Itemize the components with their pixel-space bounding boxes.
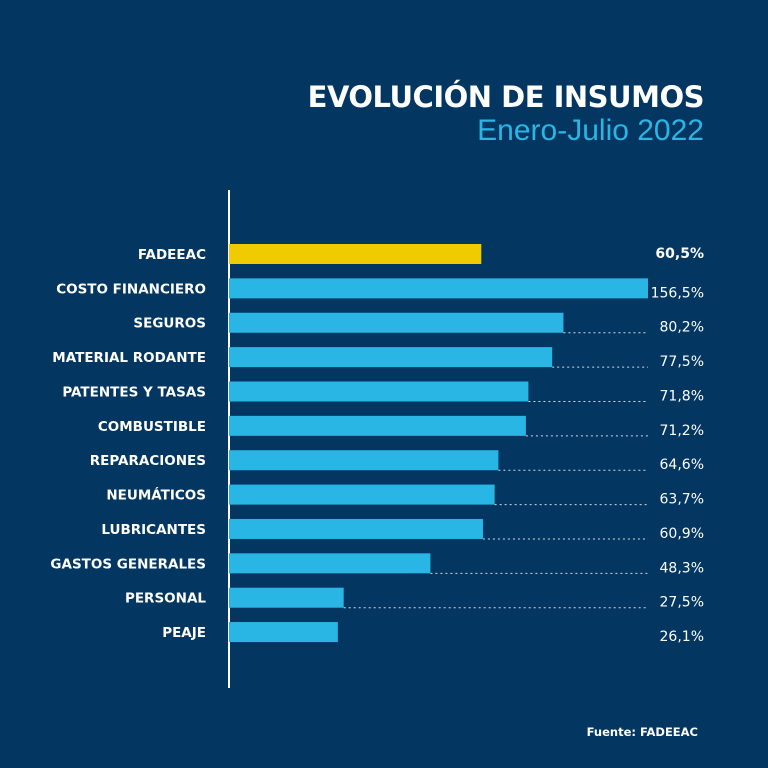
bar-gastos-generales [229, 553, 431, 574]
bar-neumáticos [229, 484, 495, 505]
value-label: 64,6% [660, 457, 704, 473]
value-label: 60,5% [655, 246, 704, 262]
value-label: 80,2% [660, 320, 704, 336]
category-label: REPARACIONES [90, 453, 206, 469]
category-label: COSTO FINANCIERO [56, 281, 206, 297]
bar-combustible [229, 415, 526, 436]
category-label: NEUMÁTICOS [106, 487, 206, 504]
value-label: 156,5% [651, 285, 704, 301]
category-label: PATENTES Y TASAS [62, 384, 206, 400]
bar-fadeeac [229, 244, 482, 264]
category-label: PEAJE [162, 625, 206, 641]
bar-patentes-y-tasas [229, 381, 529, 402]
bar-lubricantes [229, 518, 483, 539]
category-label: COMBUSTIBLE [98, 419, 206, 435]
value-label: 71,2% [660, 423, 704, 439]
value-label: 26,1% [660, 629, 704, 645]
value-label: 71,8% [660, 388, 704, 404]
source-note: Fuente: FADEEAC [586, 725, 698, 739]
bar-costo-financiero [229, 278, 648, 299]
category-label: PERSONAL [125, 591, 206, 607]
chart-title: EVOLUCIÓN DE INSUMOS [307, 80, 705, 114]
value-label: 63,7% [660, 492, 704, 508]
bar-reparaciones [229, 450, 499, 471]
category-label: FADEEAC [138, 247, 206, 263]
chart-subtitle: Enero-Julio 2022 [477, 114, 704, 147]
value-label: 48,3% [660, 560, 704, 576]
bar-peaje [229, 622, 338, 643]
category-label: MATERIAL RODANTE [52, 350, 206, 366]
category-label: SEGUROS [133, 316, 206, 332]
category-label: GASTOS GENERALES [50, 556, 206, 572]
value-label: 60,9% [660, 526, 704, 542]
value-label: 77,5% [660, 354, 704, 370]
value-label: 27,5% [660, 595, 704, 611]
bar-seguros [229, 312, 564, 333]
bar-material-rodante [229, 347, 553, 368]
bar-personal [229, 587, 344, 608]
category-label: LUBRICANTES [101, 522, 206, 538]
